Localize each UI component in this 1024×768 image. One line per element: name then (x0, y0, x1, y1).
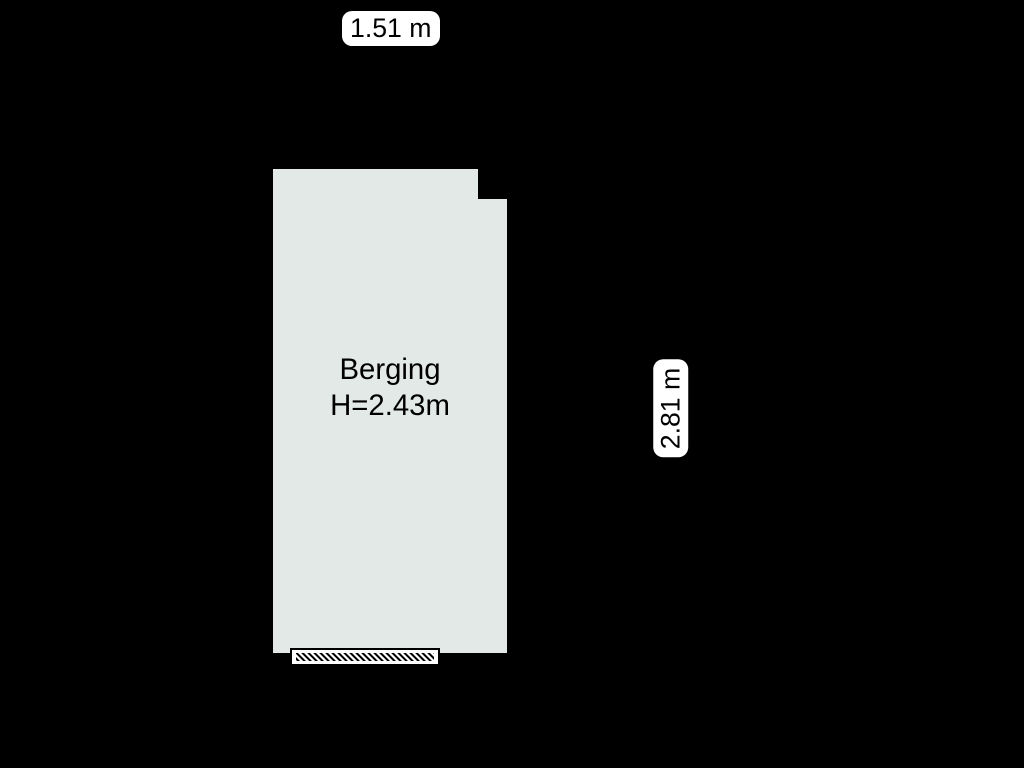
room-label: Berging H=2.43m (300, 352, 480, 425)
floorplan-canvas: Berging H=2.43m 1.51 m 2.81 m (0, 0, 1024, 768)
door-opening (290, 648, 440, 666)
dimension-width-label: 1.51 m (342, 11, 440, 46)
room-height: H=2.43m (300, 388, 480, 425)
corner-pillar (478, 169, 508, 199)
door-hatch (296, 653, 434, 661)
room-name: Berging (300, 352, 480, 389)
dimension-height-label: 2.81 m (653, 360, 688, 458)
